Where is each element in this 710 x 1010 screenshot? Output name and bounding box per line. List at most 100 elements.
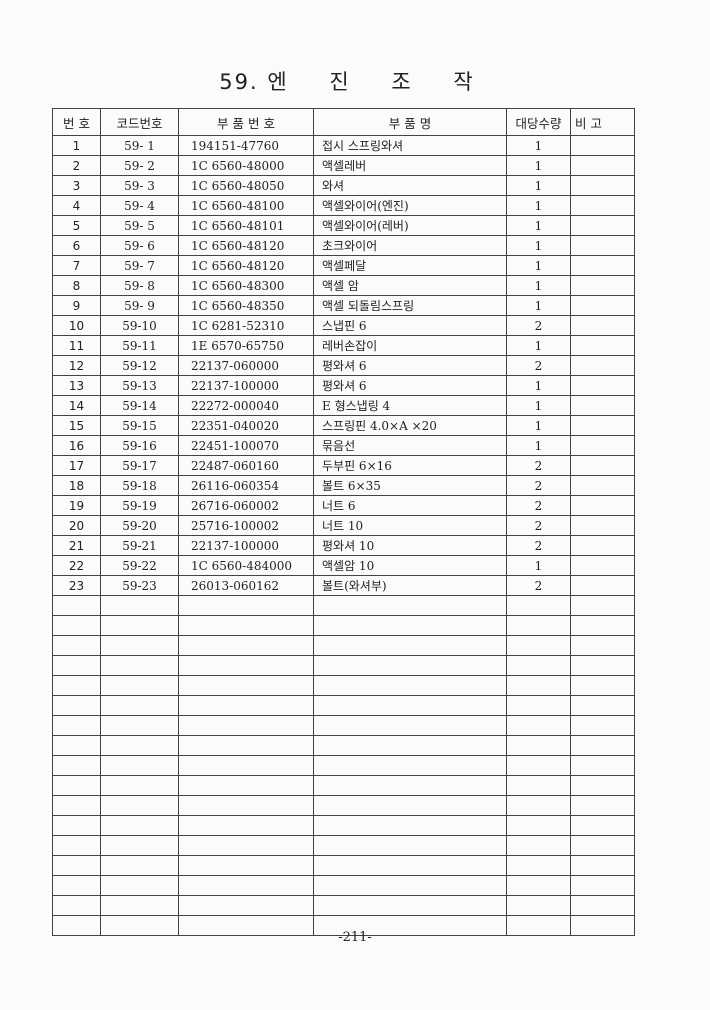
cell-part-number: 22351-040020 bbox=[178, 415, 314, 436]
cell-remarks bbox=[570, 375, 635, 396]
empty-table-row bbox=[52, 695, 635, 716]
cell-part-name: 액셀와이어(엔진) bbox=[313, 195, 507, 216]
page-title: 59. 엔 진 조 작 bbox=[0, 66, 710, 96]
table-row: 20 59-20 25716-100002 너트 10 2 bbox=[52, 515, 635, 536]
cell-code bbox=[100, 615, 179, 636]
cell-part-number: 22451-100070 bbox=[178, 435, 314, 456]
cell-no bbox=[52, 895, 101, 916]
cell-part-number: 22137-100000 bbox=[178, 535, 314, 556]
table-row: 4 59- 4 1C 6560-48100 액셀와이어(엔진) 1 bbox=[52, 195, 635, 216]
table-row: 15 59-15 22351-040020 스프링핀 4.0×A ×20 1 bbox=[52, 415, 635, 436]
cell-part-name bbox=[313, 735, 507, 756]
cell-part-number bbox=[178, 835, 314, 856]
cell-no bbox=[52, 675, 101, 696]
cell-code: 59- 8 bbox=[100, 275, 179, 296]
cell-part-name bbox=[313, 795, 507, 816]
cell-quantity bbox=[506, 895, 571, 916]
cell-part-name bbox=[313, 675, 507, 696]
empty-table-row bbox=[52, 675, 635, 696]
cell-remarks bbox=[570, 715, 635, 736]
cell-no: 11 bbox=[52, 335, 101, 356]
cell-code: 59-18 bbox=[100, 475, 179, 496]
cell-code: 59- 3 bbox=[100, 175, 179, 196]
cell-no bbox=[52, 715, 101, 736]
cell-part-number bbox=[178, 695, 314, 716]
cell-part-name: E 형스냅링 4 bbox=[313, 395, 507, 416]
cell-code bbox=[100, 875, 179, 896]
cell-code bbox=[100, 655, 179, 676]
cell-quantity bbox=[506, 835, 571, 856]
cell-no: 2 bbox=[52, 155, 101, 176]
table-row: 5 59- 5 1C 6560-48101 액셀와이어(레버) 1 bbox=[52, 215, 635, 236]
table-row: 9 59- 9 1C 6560-48350 액셀 되돌림스프링 1 bbox=[52, 295, 635, 316]
cell-no bbox=[52, 775, 101, 796]
cell-no: 1 bbox=[52, 135, 101, 156]
cell-part-name bbox=[313, 655, 507, 676]
cell-quantity: 1 bbox=[506, 155, 571, 176]
cell-quantity bbox=[506, 635, 571, 656]
cell-code: 59-23 bbox=[100, 575, 179, 596]
cell-code: 59-10 bbox=[100, 315, 179, 336]
cell-quantity bbox=[506, 775, 571, 796]
cell-no: 15 bbox=[52, 415, 101, 436]
cell-part-number: 1C 6560-48350 bbox=[178, 295, 314, 316]
cell-remarks bbox=[570, 135, 635, 156]
cell-no: 10 bbox=[52, 315, 101, 336]
cell-no: 19 bbox=[52, 495, 101, 516]
empty-table-row bbox=[52, 815, 635, 836]
table-row: 23 59-23 26013-060162 볼트(와셔부) 2 bbox=[52, 575, 635, 596]
empty-table-row bbox=[52, 875, 635, 896]
cell-part-name: 액셀와이어(레버) bbox=[313, 215, 507, 236]
cell-remarks bbox=[570, 895, 635, 916]
cell-quantity: 1 bbox=[506, 295, 571, 316]
cell-part-name bbox=[313, 855, 507, 876]
cell-remarks bbox=[570, 675, 635, 696]
cell-part-number bbox=[178, 855, 314, 876]
cell-no bbox=[52, 655, 101, 676]
cell-code: 59-14 bbox=[100, 395, 179, 416]
cell-no bbox=[52, 635, 101, 656]
cell-code bbox=[100, 835, 179, 856]
cell-code: 59-22 bbox=[100, 555, 179, 576]
cell-part-name: 초크와이어 bbox=[313, 235, 507, 256]
cell-part-name: 너트 10 bbox=[313, 515, 507, 536]
cell-remarks bbox=[570, 755, 635, 776]
cell-code: 59-20 bbox=[100, 515, 179, 536]
cell-part-number bbox=[178, 875, 314, 896]
cell-code bbox=[100, 895, 179, 916]
table-row: 16 59-16 22451-100070 묶음선 1 bbox=[52, 435, 635, 456]
parts-table: 번 호 코드번호 부 품 번 호 부 품 명 대당수량 비 고 1 59- 1 19… bbox=[52, 108, 635, 936]
empty-table-row bbox=[52, 715, 635, 736]
cell-code: 59- 2 bbox=[100, 155, 179, 176]
cell-remarks bbox=[570, 475, 635, 496]
header-part-name: 부 품 명 bbox=[313, 108, 507, 136]
cell-part-number bbox=[178, 655, 314, 676]
cell-quantity bbox=[506, 715, 571, 736]
cell-part-number bbox=[178, 635, 314, 656]
cell-remarks bbox=[570, 295, 635, 316]
empty-table-row bbox=[52, 795, 635, 816]
cell-part-number: 1C 6560-48050 bbox=[178, 175, 314, 196]
cell-remarks bbox=[570, 255, 635, 276]
cell-remarks bbox=[570, 655, 635, 676]
cell-part-name bbox=[313, 615, 507, 636]
cell-code: 59- 4 bbox=[100, 195, 179, 216]
cell-quantity: 1 bbox=[506, 435, 571, 456]
cell-remarks bbox=[570, 175, 635, 196]
cell-no bbox=[52, 835, 101, 856]
cell-remarks bbox=[570, 195, 635, 216]
cell-part-name: 두부핀 6×16 bbox=[313, 455, 507, 476]
header-part-number: 부 품 번 호 bbox=[178, 108, 314, 136]
table-row: 7 59- 7 1C 6560-48120 액셀페달 1 bbox=[52, 255, 635, 276]
cell-part-number bbox=[178, 815, 314, 836]
cell-remarks bbox=[570, 435, 635, 456]
cell-no: 16 bbox=[52, 435, 101, 456]
cell-part-name: 평와셔 10 bbox=[313, 535, 507, 556]
cell-quantity: 2 bbox=[506, 355, 571, 376]
cell-quantity bbox=[506, 595, 571, 616]
cell-part-name: 액셀레버 bbox=[313, 155, 507, 176]
cell-no bbox=[52, 615, 101, 636]
cell-remarks bbox=[570, 815, 635, 836]
